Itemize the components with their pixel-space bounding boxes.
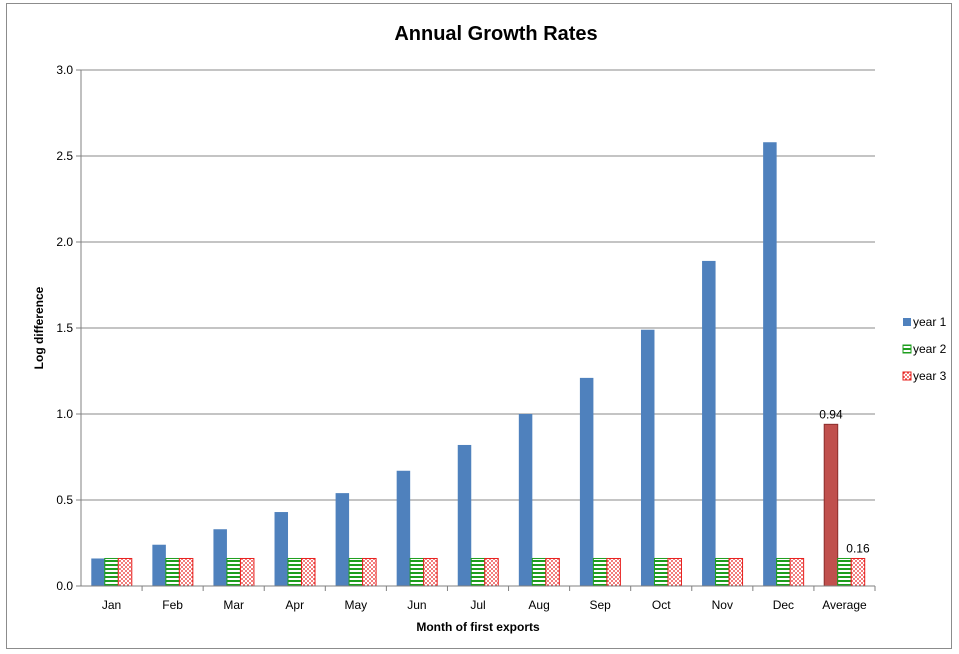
x-tick-label: Sep <box>589 598 611 612</box>
y-tick-label: 0.5 <box>56 493 73 507</box>
bar-year-3-may <box>362 557 377 587</box>
bars <box>91 142 866 587</box>
y-tick-label: 1.5 <box>56 321 73 335</box>
chart-title: Annual Growth Rates <box>394 23 597 45</box>
data-label: 0.94 <box>819 407 843 421</box>
bar-year-3-apr <box>301 557 316 587</box>
bar-year-2-dec <box>776 557 791 587</box>
gridlines <box>81 69 875 501</box>
y-axis-title: Log difference <box>32 286 46 369</box>
bar-year-2-average <box>837 557 852 587</box>
bar-year-3-sep <box>606 557 621 587</box>
x-tick-label: Average <box>822 598 867 612</box>
bar-year-3-jun <box>423 557 438 587</box>
x-tick-label: May <box>345 598 368 612</box>
y-tick-label: 2.5 <box>56 149 73 163</box>
bar-year-1-may <box>335 493 350 586</box>
bar-year-1-apr <box>274 512 289 586</box>
x-tick-label: Jul <box>470 598 485 612</box>
x-tick-label: Apr <box>285 598 304 612</box>
bar-year-2-jun <box>409 557 425 587</box>
bar-year-1-sep <box>579 377 594 586</box>
bar-year-3-feb <box>178 557 194 587</box>
bar-year-1-mar <box>213 529 227 586</box>
x-tick-label: Oct <box>652 598 671 612</box>
x-tick-label: Jan <box>102 598 121 612</box>
x-axis-title: Month of first exports <box>416 620 540 634</box>
bar-year-1-jul <box>457 444 472 586</box>
legend-swatch <box>903 318 911 326</box>
legend-swatch <box>902 344 912 354</box>
bar-year-2-oct <box>653 557 669 587</box>
bar-chart: Annual Growth Rates 0.0 0.5 1.0 1.5 2.0 2.5 3.… <box>32 23 947 634</box>
y-axis-ticks: 0.0 0.5 1.0 1.5 2.0 2.5 3.0 <box>56 63 81 593</box>
x-tick-label: Mar <box>223 598 244 612</box>
legend-label: year 2 <box>913 342 947 356</box>
x-tick-label: Aug <box>528 598 549 612</box>
chart-frame: Annual Growth Rates 0.0 0.5 1.0 1.5 2.0 2.5 3.… <box>6 3 952 649</box>
y-tick-label: 2.0 <box>56 235 73 249</box>
x-axis-ticks: Jan Feb Mar Apr May Jun Jul Aug Sep Oct Nov Dec Aver… <box>102 586 876 612</box>
bar-year-3-mar <box>239 557 255 587</box>
bar-year-2-jan <box>104 557 119 587</box>
bar-year-1-dec <box>763 142 777 587</box>
bar-year-3-jul <box>484 557 499 587</box>
bar-year-2-jul <box>470 557 486 587</box>
bar-year-2-feb <box>165 557 180 587</box>
y-tick-label: 0.0 <box>56 579 73 593</box>
x-tick-label: Dec <box>773 598 794 612</box>
bar-year-3-oct <box>667 557 682 587</box>
y-tick-label: 3.0 <box>56 63 73 77</box>
bar-year-2-may <box>348 557 364 587</box>
bar-year-1-oct <box>640 329 655 586</box>
bar-year-2-aug <box>531 557 547 587</box>
bar-year-3-aug <box>545 557 560 587</box>
y-tick-label: 1.0 <box>56 407 73 421</box>
bar-year-2-mar <box>226 557 241 587</box>
legend-label: year 1 <box>913 315 947 329</box>
bar-year-2-nov <box>715 557 730 587</box>
bar-year-2-sep <box>592 557 608 587</box>
bar-year-3-average <box>850 557 866 587</box>
bar-year-3-dec <box>789 557 805 587</box>
x-tick-label: Nov <box>712 598 733 612</box>
bar-year-1-aug <box>518 414 533 586</box>
legend-label: year 3 <box>913 369 947 383</box>
bar-year-2-apr <box>287 557 303 587</box>
bar-year-1-average <box>823 423 839 587</box>
bar-year-1-jan <box>91 558 105 586</box>
data-labels: 0.94 0.16 <box>819 407 870 555</box>
legend-swatch <box>902 371 912 381</box>
x-tick-label: Jun <box>407 598 426 612</box>
data-label: 0.16 <box>846 541 870 555</box>
bar-year-3-jan <box>117 557 133 587</box>
bar-year-1-jun <box>396 470 411 586</box>
bar-year-1-feb <box>152 544 166 586</box>
bar-year-3-nov <box>728 557 744 587</box>
legend: year 1 year 2 year 3 <box>902 315 947 383</box>
x-tick-label: Feb <box>162 598 183 612</box>
bar-year-1-nov <box>702 260 716 586</box>
